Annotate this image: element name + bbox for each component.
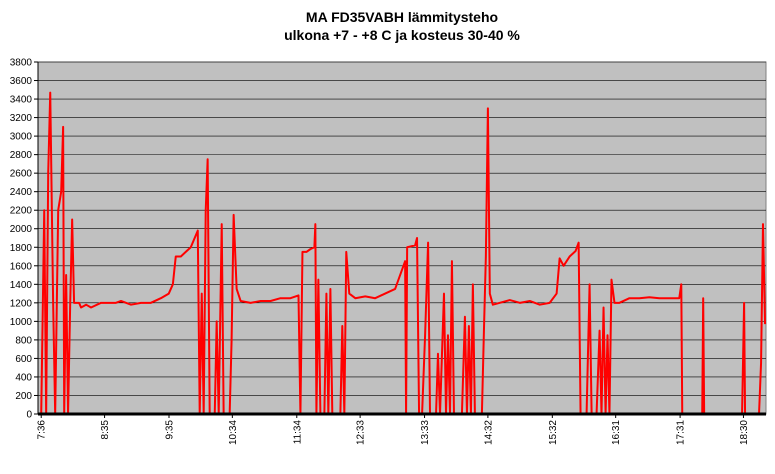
y-tick-label: 2000 [10,224,33,235]
x-tick-label: 17:31 [676,420,687,445]
y-tick-label: 800 [15,335,32,346]
y-tick-label: 0 [26,410,32,421]
y-tick-label: 1000 [10,317,33,328]
y-tick-label: 3600 [10,76,33,87]
y-tick-label: 2200 [10,206,33,217]
data-line [40,91,767,415]
y-tick-label: 2400 [10,187,33,198]
x-tick-label: 10:34 [228,420,239,445]
y-tick-label: 3000 [10,132,33,143]
x-tick-label: 14:32 [483,420,494,445]
x-tick-label: 11:34 [292,420,303,445]
chart-title: MA FD35VABH lämmitysteho [306,9,498,25]
x-tick-label: 8:35 [100,420,111,440]
y-tick-label: 1400 [10,280,33,291]
x-tick-label: 18:30 [739,420,750,445]
x-tick-label: 15:32 [548,420,559,445]
x-tick-label: 13:33 [420,420,431,445]
y-tick-label: 200 [15,391,32,402]
y-tick-label: 2600 [10,169,33,180]
y-tick-label: 3200 [10,113,33,124]
y-tick-label: 400 [15,372,32,383]
y-tick-label: 1800 [10,243,33,254]
x-tick-label: 9:35 [164,420,175,440]
plot-area [37,61,767,415]
y-tick-label: 2800 [10,150,33,161]
y-tick-label: 3800 [10,58,33,69]
x-tick-label: 12:33 [356,420,367,445]
y-tick-label: 1200 [10,298,33,309]
y-tick-label: 1600 [10,261,33,272]
x-tick-label: 16:31 [611,420,622,445]
y-tick-label: 3400 [10,95,33,106]
y-tick-label: 600 [15,354,32,365]
x-tick-label: 7:36 [37,420,48,440]
chart-subtitle: ulkona +7 - +8 C ja kosteus 30-40 % [284,27,520,43]
